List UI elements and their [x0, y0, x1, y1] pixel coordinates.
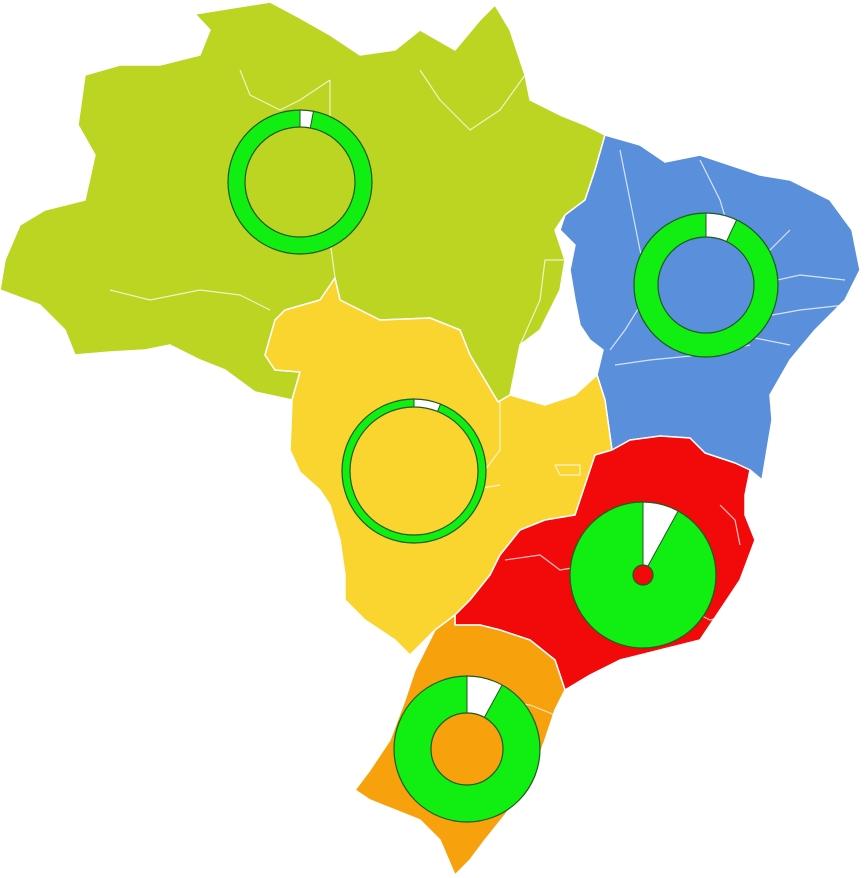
indicator-hole: [632, 564, 654, 586]
indicator-segment-divider: [309, 111, 314, 129]
indicator-segment-divider: [437, 403, 441, 412]
indicator-hole: [657, 236, 755, 334]
indicator-remainder-segment: [706, 213, 737, 242]
indicator-remainder-segment: [643, 502, 679, 567]
state-border-roraima: [239, 69, 331, 111]
indicator-hole: [349, 406, 479, 536]
state-border-tocantins: [519, 259, 565, 346]
indicator-donut-north: [227, 109, 373, 255]
indicator-filled-segment: [634, 213, 778, 357]
indicator-donut-northeast: [633, 212, 779, 358]
state-border-amapa: [419, 69, 526, 131]
indicator-filled-segment: [570, 502, 716, 648]
state-border-acre-rondonia: [109, 289, 271, 311]
indicators-layer: [227, 109, 779, 823]
indicator-filled-segment: [394, 676, 540, 822]
indicator-donut-south: [393, 675, 541, 823]
indicator-donut-central-west: [341, 398, 487, 544]
indicator-hole: [244, 126, 356, 238]
indicator-donut-southeast: [569, 501, 717, 649]
indicator-hole: [430, 712, 504, 786]
indicator-segment-divider: [725, 219, 738, 242]
indicator-remainder-segment: [467, 676, 503, 718]
indicator-segment-divider: [483, 684, 503, 718]
indicator-remainder-segment: [300, 110, 314, 128]
indicator-segment-divider: [647, 510, 679, 567]
